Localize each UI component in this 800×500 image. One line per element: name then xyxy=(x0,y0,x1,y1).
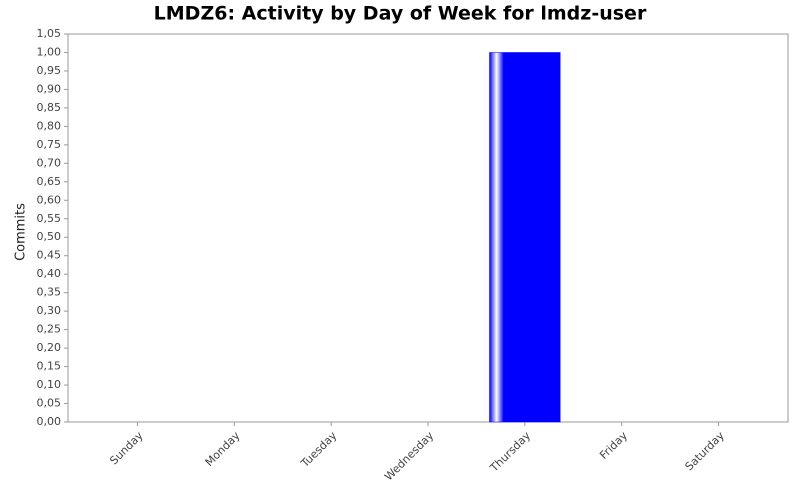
y-tick-label: 0,10 xyxy=(37,378,62,391)
y-tick-label: 0,70 xyxy=(37,156,62,169)
y-tick-label: 0,65 xyxy=(37,175,62,188)
x-tick-label: Thursday xyxy=(487,429,533,475)
x-tick-label: Monday xyxy=(203,429,243,469)
y-tick-label: 0,45 xyxy=(37,249,62,262)
y-tick-label: 0,25 xyxy=(37,323,62,336)
y-tick-label: 0,40 xyxy=(37,267,62,280)
y-tick-label: 1,05 xyxy=(37,27,62,40)
y-axis-label: Commits xyxy=(14,203,29,261)
x-tick-label: Tuesday xyxy=(298,429,340,471)
y-tick-label: 1,00 xyxy=(37,45,62,58)
y-tick-label: 0,85 xyxy=(37,101,62,114)
y-tick-label: 0,95 xyxy=(37,64,62,77)
y-tick-label: 0,55 xyxy=(37,212,62,225)
chart-title: LMDZ6: Activity by Day of Week for lmdz-… xyxy=(154,3,647,25)
y-tick-label: 0,20 xyxy=(37,341,62,354)
y-tick-label: 0,00 xyxy=(37,415,62,428)
y-tick-label: 0,35 xyxy=(37,286,62,299)
x-tick-label: Saturday xyxy=(683,429,728,474)
y-tick-label: 0,30 xyxy=(37,304,62,317)
y-tick-label: 0,50 xyxy=(37,230,62,243)
x-tick-label: Friday xyxy=(597,429,630,462)
y-tick-label: 0,05 xyxy=(37,397,62,410)
y-tick-label: 0,80 xyxy=(37,119,62,132)
bar xyxy=(489,52,561,423)
y-tick-label: 0,90 xyxy=(37,82,62,95)
y-tick-label: 0,60 xyxy=(37,193,62,206)
y-tick-label: 0,75 xyxy=(37,138,62,151)
x-tick-label: Sunday xyxy=(107,429,146,468)
x-tick-label: Wednesday xyxy=(382,429,437,484)
plot-area xyxy=(67,33,789,423)
y-tick-label: 0,15 xyxy=(37,360,62,373)
